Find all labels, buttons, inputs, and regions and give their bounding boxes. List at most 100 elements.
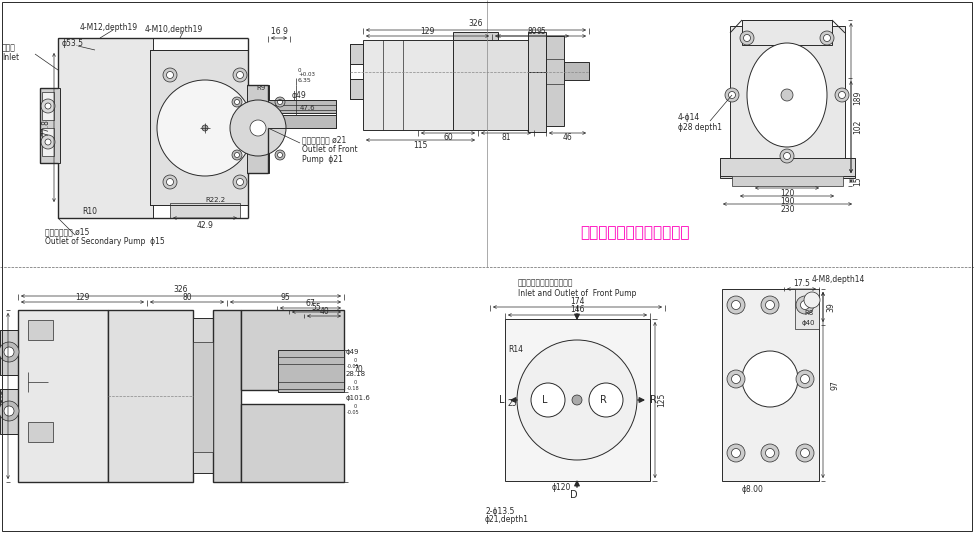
Text: 前泵浦出油口 ø21: 前泵浦出油口 ø21	[302, 135, 346, 144]
Circle shape	[727, 370, 745, 388]
Text: 70: 70	[353, 366, 362, 375]
Circle shape	[4, 406, 14, 416]
Text: 40: 40	[319, 308, 329, 317]
Text: 125: 125	[657, 393, 666, 407]
Bar	[170, 203, 240, 218]
Bar	[732, 176, 843, 186]
Text: ϕ40: ϕ40	[802, 320, 815, 326]
Circle shape	[727, 296, 745, 314]
Text: 190: 190	[780, 198, 794, 206]
Text: 25: 25	[508, 399, 517, 408]
Text: ϕ49: ϕ49	[292, 91, 307, 100]
Text: 120: 120	[780, 190, 794, 198]
Text: 前泵浦入油口和出油口方向: 前泵浦入油口和出油口方向	[518, 279, 574, 287]
Bar	[350, 44, 364, 64]
Bar	[742, 20, 832, 45]
Text: 0: 0	[351, 403, 357, 408]
Bar	[58, 38, 153, 218]
Text: ϕ101.6: ϕ101.6	[346, 395, 371, 401]
Text: D: D	[570, 490, 578, 500]
Circle shape	[783, 152, 791, 159]
Bar	[453, 40, 528, 130]
Circle shape	[4, 347, 14, 357]
Circle shape	[835, 88, 849, 102]
Text: 129: 129	[75, 293, 90, 302]
Circle shape	[839, 92, 845, 99]
Circle shape	[531, 383, 565, 417]
Circle shape	[278, 100, 282, 104]
Bar	[268, 100, 336, 113]
Circle shape	[235, 152, 240, 157]
Text: 67: 67	[306, 300, 316, 309]
Text: Inlet: Inlet	[2, 53, 19, 62]
Circle shape	[167, 71, 173, 78]
Circle shape	[731, 448, 740, 457]
Text: ϕ49: ϕ49	[346, 349, 359, 355]
Text: 2-ϕ13.5: 2-ϕ13.5	[485, 506, 514, 515]
Bar	[546, 36, 564, 126]
Circle shape	[801, 375, 809, 384]
Text: ϕ21,depth1: ϕ21,depth1	[485, 515, 529, 524]
Circle shape	[727, 444, 745, 462]
Text: 47.6: 47.6	[300, 105, 316, 111]
Circle shape	[725, 88, 739, 102]
Bar	[350, 79, 364, 99]
Bar	[564, 62, 589, 80]
Circle shape	[163, 68, 177, 82]
Text: 230: 230	[780, 206, 795, 214]
Text: R10: R10	[82, 207, 97, 216]
Circle shape	[230, 100, 286, 156]
Ellipse shape	[747, 43, 827, 147]
Bar	[505, 319, 650, 481]
Text: 其餘尺寸請參見法蘭安裝型: 其餘尺寸請參見法蘭安裝型	[580, 225, 690, 240]
Circle shape	[237, 179, 244, 185]
Text: 6.35: 6.35	[298, 77, 312, 83]
Circle shape	[45, 103, 51, 109]
Bar	[722, 289, 819, 481]
Text: 77.8: 77.8	[42, 119, 51, 136]
Circle shape	[780, 149, 794, 163]
Bar	[241, 404, 344, 482]
Bar	[42, 92, 54, 120]
Text: 0: 0	[351, 358, 357, 362]
Text: 46: 46	[563, 133, 573, 142]
Text: 97: 97	[831, 380, 840, 390]
Text: R9: R9	[256, 85, 265, 91]
Text: 4-M12,depth19: 4-M12,depth19	[80, 23, 138, 33]
Circle shape	[731, 301, 740, 310]
Bar	[0, 330, 19, 375]
Circle shape	[823, 35, 831, 42]
Text: 174: 174	[570, 296, 584, 305]
Circle shape	[0, 342, 19, 362]
Text: 80: 80	[527, 27, 537, 36]
Text: Inlet and Outlet of  Front Pump: Inlet and Outlet of Front Pump	[518, 288, 636, 297]
Text: 81: 81	[502, 133, 510, 142]
Circle shape	[163, 175, 177, 189]
Bar	[453, 32, 498, 40]
Circle shape	[729, 92, 735, 99]
Bar	[108, 310, 193, 482]
Bar	[0, 389, 19, 434]
Text: 115: 115	[413, 141, 428, 149]
Circle shape	[0, 401, 19, 421]
Circle shape	[761, 296, 779, 314]
Circle shape	[804, 292, 820, 308]
Bar	[28, 422, 53, 442]
Bar	[18, 310, 108, 482]
Bar	[150, 50, 248, 205]
Text: 326: 326	[468, 20, 483, 28]
Text: 129: 129	[421, 27, 434, 36]
Bar	[150, 50, 248, 205]
Bar	[40, 88, 60, 163]
Circle shape	[235, 100, 240, 104]
Text: Outlet of Secondary Pump  ϕ15: Outlet of Secondary Pump ϕ15	[45, 238, 165, 246]
Text: R22.2: R22.2	[205, 197, 225, 203]
Circle shape	[766, 448, 774, 457]
Bar	[193, 318, 213, 473]
Circle shape	[232, 150, 242, 160]
Bar	[193, 342, 213, 452]
Bar	[730, 26, 845, 166]
Circle shape	[742, 351, 798, 407]
Circle shape	[233, 175, 247, 189]
Text: Outlet of Front: Outlet of Front	[302, 146, 357, 155]
